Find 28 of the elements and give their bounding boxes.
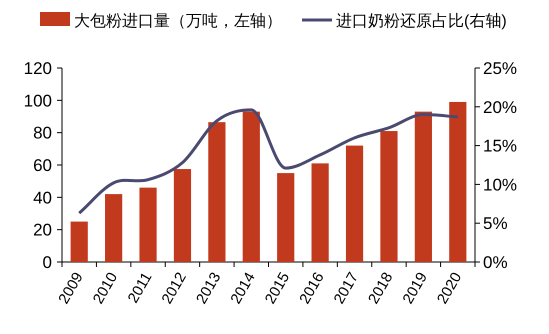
y-tick-label: 0 <box>42 253 52 272</box>
y-tick-label: 100 <box>24 91 52 110</box>
y-tick-label: 80 <box>33 124 52 143</box>
y-tick-label: 20 <box>33 220 52 240</box>
bar <box>312 163 329 262</box>
line-series <box>78 108 460 215</box>
y2-tick-label: 20% <box>483 98 518 117</box>
y-tick-label: 120 <box>24 59 52 78</box>
y-tick-label: 60 <box>33 156 52 175</box>
bar <box>414 112 432 262</box>
bar <box>449 102 466 262</box>
y-tick-label: 40 <box>33 188 52 208</box>
y2-tick-label: 5% <box>483 214 508 234</box>
bar <box>208 122 226 262</box>
bar <box>70 222 88 262</box>
y2-tick-label: 25% <box>483 59 518 78</box>
bar <box>380 131 398 262</box>
y2-tick-label: 15% <box>483 136 518 156</box>
bar <box>346 146 364 262</box>
bar <box>105 194 122 262</box>
bar <box>242 112 260 262</box>
legend-label: 进口奶粉还原占比(右轴) <box>336 12 507 30</box>
bar <box>139 188 157 262</box>
y2-tick-label: 0% <box>483 253 508 272</box>
bar <box>277 173 294 262</box>
bar <box>174 169 192 262</box>
legend-label: 大包粉进口量（万吨，左轴） <box>74 12 282 30</box>
y2-tick-label: 10% <box>483 175 518 194</box>
